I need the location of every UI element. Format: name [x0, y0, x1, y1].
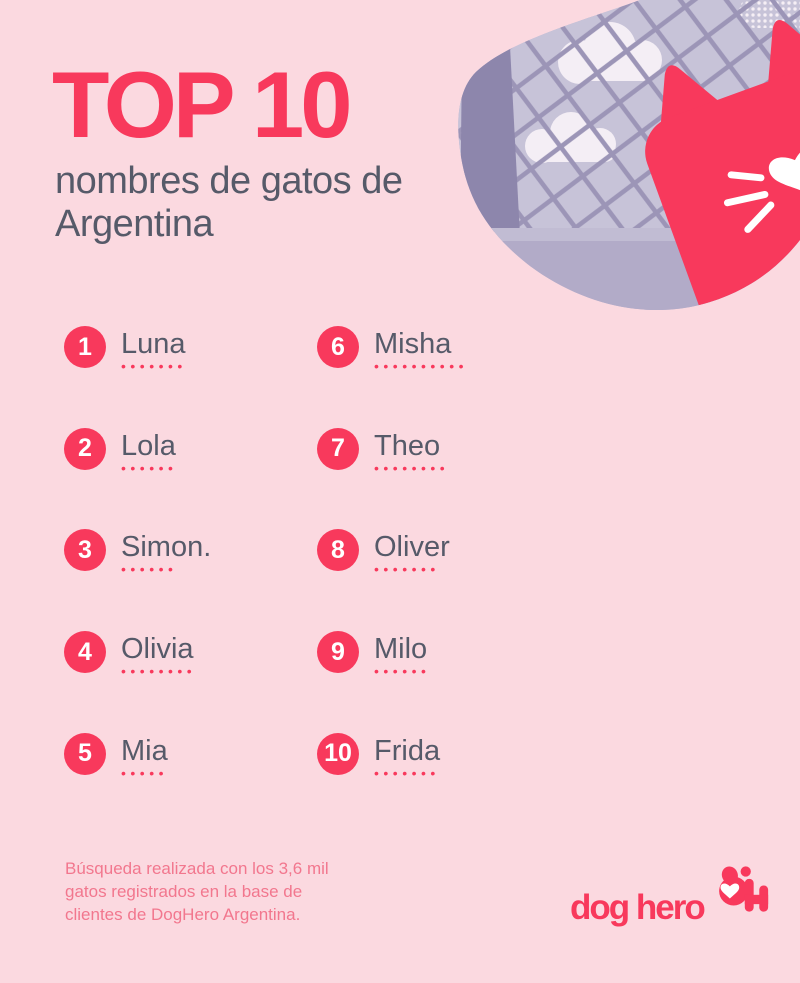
rank-badge: 4 — [64, 631, 106, 674]
footnote-line: clientes de DogHero Argentina. — [65, 905, 301, 924]
dotted-underline: •••••••••• — [374, 358, 469, 374]
list-item: 2 Lola •••••• — [64, 427, 211, 476]
dotted-underline: •••••••• — [374, 459, 450, 476]
cat-name: Milo — [374, 633, 428, 666]
rank-badge: 1 — [64, 326, 106, 368]
rank-badge: 2 — [64, 427, 106, 470]
rank-badge: 6 — [317, 326, 359, 368]
source-footnote: Búsqueda realizada con los 3,6 mil gatos… — [65, 857, 329, 926]
fence-post — [460, 46, 520, 236]
list-item: 6 Misha •••••••••• — [317, 326, 469, 374]
rank-badge: 3 — [64, 529, 106, 572]
cat-ear-icon — [767, 20, 800, 86]
list-item: 9 Milo •••••• — [317, 631, 468, 680]
rank-badge: 9 — [317, 631, 359, 674]
cat-ear-icon — [660, 65, 721, 128]
footnote-line: Búsqueda realizada con los 3,6 mil — [65, 859, 329, 878]
cat-name: Luna — [121, 328, 186, 360]
ranking-column-left: 1 Luna ••••••• 2 Lola •••••• 3 Simon. ••… — [64, 326, 212, 781]
doghero-logo: dog hero — [568, 856, 773, 941]
cat-name: Misha — [374, 328, 452, 360]
footnote-line: gatos registrados en la base de — [65, 882, 303, 901]
list-item: 4 Olivia •••••••• — [64, 631, 211, 680]
cat-whiskers — [723, 171, 775, 233]
dotted-underline: ••••••• — [121, 358, 187, 374]
rank-badge: 7 — [317, 427, 359, 470]
list-item: 5 Mia ••••• — [64, 732, 211, 781]
rank-badge: 8 — [317, 529, 359, 572]
cat-icon — [645, 20, 800, 311]
rank-badge: 5 — [64, 732, 106, 775]
cat-name: Lola — [121, 429, 176, 462]
list-item: 10 Frida ••••••• — [317, 732, 468, 781]
heart-icon — [720, 883, 740, 899]
list-item: 7 Theo •••••••• — [317, 427, 468, 476]
dotted-underline: •••••• — [121, 459, 178, 476]
cat-name: Theo — [374, 429, 441, 462]
dotted-underline: ••••••• — [374, 764, 440, 781]
dotted-underline: •••••• — [374, 663, 431, 680]
list-item: 1 Luna ••••••• — [64, 326, 211, 374]
cat-name: Olivia — [121, 633, 194, 666]
ranking-column-right: 6 Misha •••••••••• 7 Theo •••••••• 8 Oli… — [317, 326, 469, 781]
list-item: 8 Oliver ••••••• — [317, 529, 468, 578]
dotted-underline: •••••• — [121, 561, 178, 578]
list-item: 3 Simon. •••••• — [64, 529, 212, 578]
cat-name: Mia — [121, 734, 168, 767]
cat-name: Oliver — [374, 531, 450, 564]
dotted-underline: ••••• — [121, 764, 169, 781]
dotted-underline: •••••••• — [121, 663, 197, 680]
heart-icon — [768, 146, 800, 194]
shadow-wedge — [788, 252, 800, 306]
dog-icon — [719, 866, 769, 912]
dotted-underline: ••••••• — [374, 561, 440, 578]
rank-badge: 10 — [317, 732, 359, 775]
page-subtitle: nombres de gatos de Argentina — [55, 160, 403, 246]
doghero-logo-text: dog hero — [570, 888, 706, 927]
cat-name: Frida — [374, 734, 441, 767]
page-title: TOP 10 — [52, 52, 353, 157]
cat-fence-illustration — [458, 0, 800, 311]
cat-name: Simon. — [121, 531, 212, 564]
cat-head — [645, 37, 800, 311]
